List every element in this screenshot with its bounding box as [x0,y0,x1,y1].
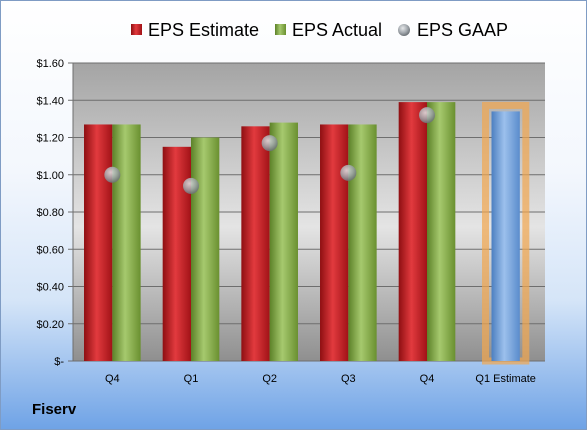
y-tick-label: $1.00 [36,170,64,182]
bar-eps-actual [191,137,220,361]
y-tick-label: $0.60 [36,244,64,256]
legend: EPS Estimate EPS Actual EPS GAAP [131,20,508,40]
point-eps-gaap [340,164,357,181]
x-tick-label: Q2 [262,373,277,385]
gaap-points [104,107,435,194]
x-tick-label: Q4 [420,373,435,385]
legend-item-actual: EPS Actual [275,20,382,40]
point-eps-gaap [104,166,121,183]
bar-eps-actual [269,122,298,361]
x-tick-label: Q1 [184,373,199,385]
bar-eps-actual [112,124,141,362]
legend-label-estimate: EPS Estimate [148,20,259,40]
y-tick-label: $0.40 [36,282,64,294]
bar-eps-estimate [241,126,270,361]
point-eps-gaap [261,135,278,152]
bars [84,101,530,365]
company-name: Fiserv [32,401,77,418]
x-tick-label: Q1 Estimate [475,373,536,385]
point-eps-gaap [183,177,199,194]
x-tick-label: Q4 [105,373,120,385]
x-tick-label: Q3 [341,373,356,385]
legend-swatch-actual [275,24,286,35]
legend-item-gaap: EPS GAAP [398,20,508,40]
y-tick-label: $1.60 [36,58,64,70]
y-tick-label: $0.80 [36,207,64,219]
point-eps-gaap [419,107,435,124]
legend-label-gaap: EPS GAAP [417,20,508,40]
y-axis-ticks: $- $0.20 $0.40 $0.60 $0.80 $1.00 $1.20 $1.40 $1.… [36,58,74,368]
y-tick-label: $1.20 [36,133,64,145]
bar-eps-estimate [398,102,427,362]
legend-label-actual: EPS Actual [292,20,382,40]
bar-eps-actual [348,124,377,362]
bar-eps-estimate [320,124,349,362]
bar-eps-estimate [84,124,113,362]
bar-eps-estimate-next [491,111,520,361]
legend-item-estimate: EPS Estimate [131,20,259,40]
y-tick-label: $1.40 [36,95,64,107]
y-tick-label: $0.20 [36,319,64,331]
y-tick-label: $- [54,356,64,368]
bar-eps-actual [427,102,456,362]
bar-eps-estimate [162,146,191,361]
x-axis-ticks: Q4 Q1 Q2 Q3 Q4 Q1 Estimate [73,360,545,385]
legend-swatch-estimate [131,24,142,35]
legend-swatch-gaap [398,24,410,36]
